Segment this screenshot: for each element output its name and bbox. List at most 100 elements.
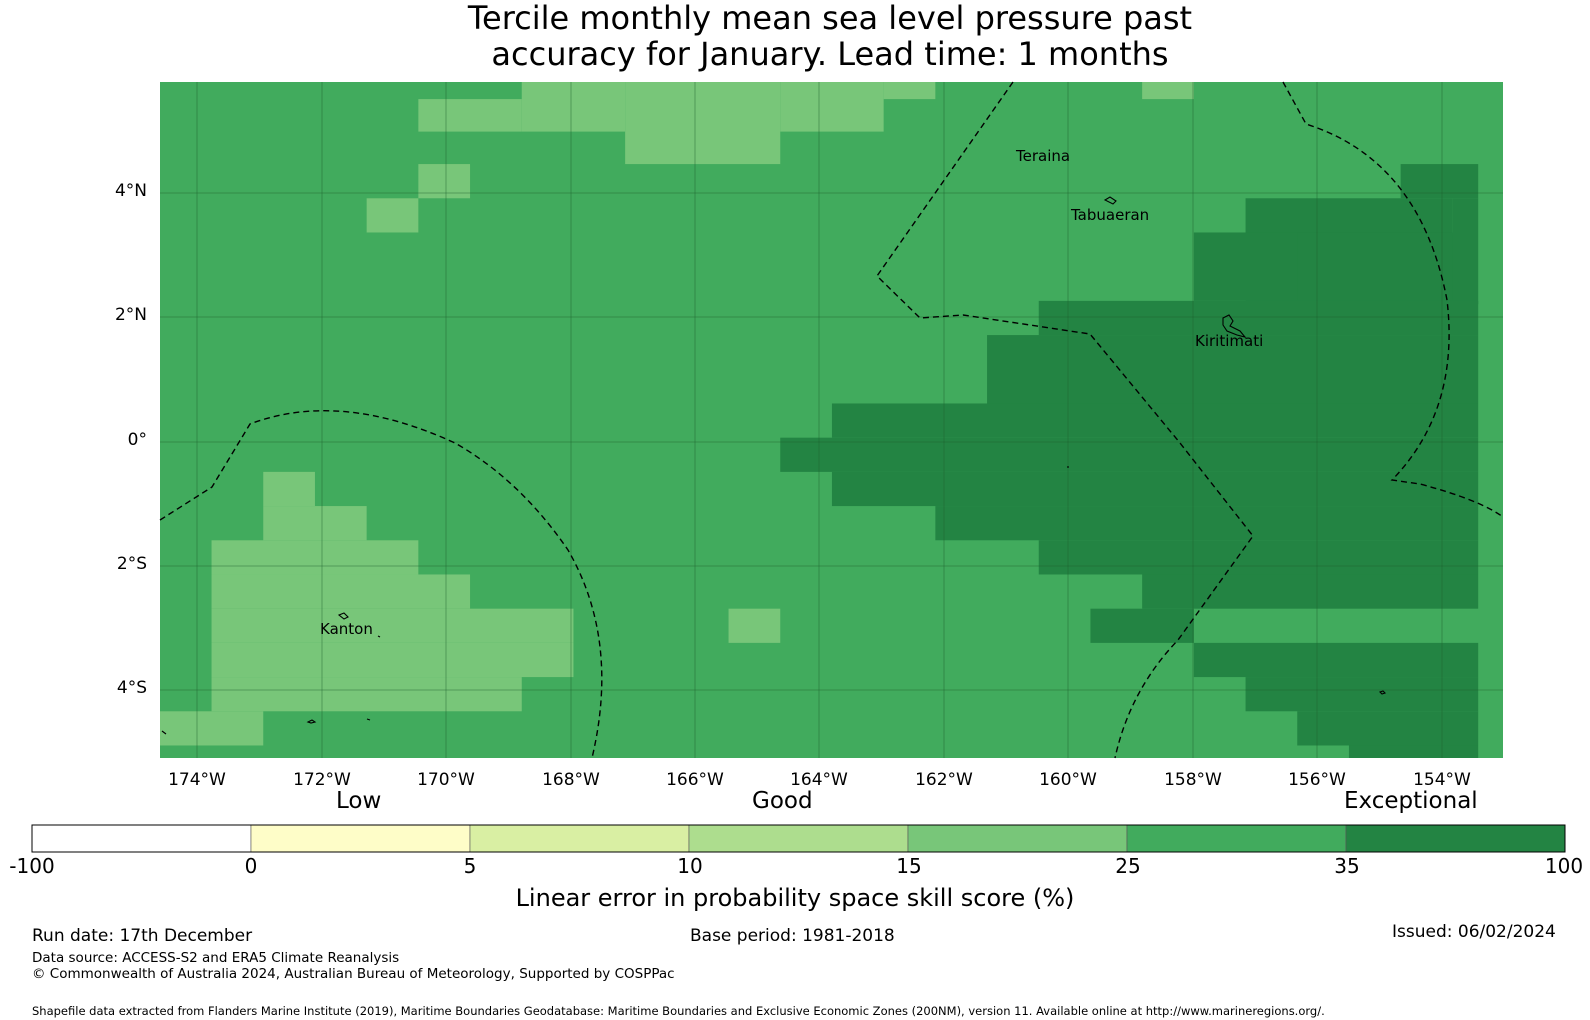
colorbar-segment <box>469 824 690 853</box>
eez-teraina-tabuaeran-west <box>876 81 1254 759</box>
run-date: Run date: 17th December <box>32 926 253 946</box>
skill-cell <box>883 82 936 100</box>
colorbar-tick: 15 <box>896 854 922 878</box>
skill-cell <box>263 506 367 541</box>
colorbar-segment <box>688 824 909 853</box>
title-line-1: Tercile monthly mean sea level pressure … <box>467 0 1193 37</box>
colorbar-tick: 0 <box>244 854 258 878</box>
skill-cell <box>1142 82 1194 100</box>
skill-cell <box>987 335 1479 404</box>
skill-cell <box>625 82 781 165</box>
skill-cell <box>728 608 781 643</box>
lat-label-4s: 4°S <box>116 678 147 698</box>
copyright: © Commonwealth of Australia 2024, Austra… <box>32 966 675 982</box>
place-label-tabuaeran: Tabuaeran <box>1070 206 1149 224</box>
colorbar-title: Linear error in probability space skill … <box>515 884 1075 912</box>
skill-cell <box>780 437 1479 472</box>
skill-cell <box>831 403 1479 438</box>
skill-cell <box>1452 198 1479 305</box>
colorbar-segment <box>31 824 252 853</box>
kanton-outline <box>337 612 349 620</box>
lon-label-154w: 154°W <box>1413 770 1471 790</box>
skill-cell <box>1038 300 1479 336</box>
base-period: Base period: 1981-2018 <box>690 926 895 946</box>
skill-cell <box>1400 164 1479 199</box>
islet-6 <box>161 730 167 735</box>
place-label-teraina: Teraina <box>1015 147 1070 165</box>
lat-label-4n: 4°N <box>114 181 147 201</box>
skill-cell <box>780 82 884 132</box>
colorbar-tick: 5 <box>463 854 477 878</box>
colorbar-tick: 25 <box>1115 854 1141 878</box>
colorbar-word-exceptional: Exceptional <box>1344 788 1478 814</box>
eez-boundaries <box>159 81 1504 759</box>
skill-cell <box>418 99 522 132</box>
eez-kiritimati <box>1282 81 1504 518</box>
skill-cell <box>211 574 471 609</box>
lon-label-172w: 172°W <box>293 770 351 790</box>
skill-cell <box>1348 745 1479 758</box>
skill-cell <box>1297 711 1479 746</box>
tabuaeran-outline <box>1103 196 1117 205</box>
skill-cell <box>935 506 1479 541</box>
issued-date: Issued: 06/02/2024 <box>1392 922 1556 942</box>
skill-cell <box>1245 677 1479 712</box>
lon-label-160w: 160°W <box>1039 770 1097 790</box>
lon-label-174w: 174°W <box>168 770 226 790</box>
graticule <box>160 82 1503 758</box>
colorbar-word-low: Low <box>336 788 382 814</box>
skill-cell <box>211 642 574 678</box>
place-labels: Teraina Tabuaeran Kiritimati Kanton <box>320 147 1263 638</box>
islet-2 <box>306 719 317 724</box>
colorbar-tick: 35 <box>1334 854 1360 878</box>
place-label-kanton: Kanton <box>320 620 373 638</box>
lat-label-2s: 2°S <box>116 554 147 574</box>
skill-cell <box>211 608 574 643</box>
skill-cell <box>1193 642 1479 678</box>
islet-1 <box>377 635 381 638</box>
colorbar-segment <box>250 824 471 853</box>
title-line-2: accuracy for January. Lead time: 1 month… <box>491 35 1169 73</box>
colorbar-tick: -100 <box>9 854 55 878</box>
colorbar-word-good: Good <box>752 788 813 814</box>
data-source: Data source: ACCESS-S2 and ERA5 Climate … <box>32 950 400 966</box>
colorbar-frame <box>31 824 1566 853</box>
colorbar-segment <box>1345 824 1566 853</box>
islet-4 <box>1378 690 1387 695</box>
colorbar <box>31 824 1566 853</box>
skill-cell <box>211 540 419 575</box>
islet-3 <box>366 718 371 721</box>
skill-cell <box>521 82 626 132</box>
colorbar-segment <box>1126 824 1347 853</box>
skill-cell <box>366 198 419 233</box>
lon-label-158w: 158°W <box>1164 770 1222 790</box>
colorbar-segment <box>907 824 1128 853</box>
lon-label-164w: 164°W <box>790 770 848 790</box>
skill-cell <box>831 471 1479 507</box>
skill-cells <box>160 82 1479 758</box>
place-label-kiritimati: Kiritimati <box>1195 332 1263 350</box>
lon-label-170w: 170°W <box>417 770 475 790</box>
shapefile-credit: Shapefile data extracted from Flanders M… <box>32 1004 1325 1018</box>
colorbar-tick: 100 <box>1544 854 1584 878</box>
skill-cell <box>263 471 315 507</box>
lon-label-156w: 156°W <box>1288 770 1346 790</box>
eez-kanton <box>159 410 603 759</box>
lon-label-162w: 162°W <box>915 770 973 790</box>
skill-cell <box>1038 540 1479 575</box>
skill-cell <box>1090 608 1194 643</box>
islands <box>161 196 1387 735</box>
lat-label-0: 0° <box>127 430 147 450</box>
lon-label-166w: 166°W <box>666 770 724 790</box>
lon-label-168w: 168°W <box>542 770 600 790</box>
skill-cell <box>160 711 264 746</box>
lat-label-2n: 2°N <box>114 305 147 325</box>
skill-cell <box>211 677 522 712</box>
colorbar-tick: 10 <box>677 854 703 878</box>
skill-cell <box>1297 232 1453 305</box>
kiritimati-outline <box>1222 314 1247 338</box>
map-title: Tercile monthly mean sea level pressure … <box>160 0 1500 72</box>
skill-cell <box>1142 574 1479 609</box>
skill-cell <box>418 164 471 199</box>
